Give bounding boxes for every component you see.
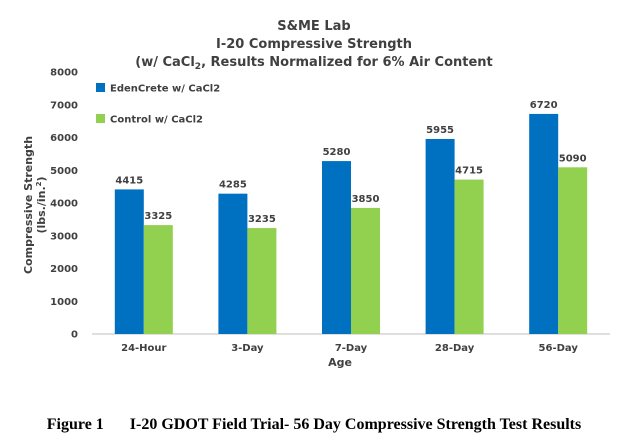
- y-axis-unit-superscript: 2: [35, 181, 43, 186]
- data-label: 4285: [219, 180, 247, 191]
- x-tick-label: 56-Day: [539, 343, 579, 354]
- x-axis-ticks: 24-Hour 3-Day 7-Day 28-Day 56-Day: [121, 343, 578, 354]
- y-axis-ticks: 0 1000 2000 3000 4000 5000 6000 7000 8000: [50, 68, 78, 341]
- y-axis-label: Compressive Strength (lbs./in.2): [22, 136, 48, 274]
- y-tick-label: 1000: [50, 297, 78, 308]
- bar-edencrete-3-day: [218, 193, 248, 334]
- x-tick-label: 3-Day: [231, 343, 264, 354]
- data-label: 5280: [323, 147, 351, 158]
- data-label: 3850: [352, 194, 380, 205]
- bar-control-24-hour: [143, 225, 173, 334]
- data-label: 4415: [115, 175, 143, 186]
- chart-container: S&ME Lab I-20 Compressive Strength (w/ C…: [22, 19, 610, 369]
- y-tick-label: 3000: [50, 231, 78, 242]
- x-tick-label: 7-Day: [335, 343, 368, 354]
- figure-number: Figure 1: [46, 416, 104, 433]
- bars-group: 4415 3325 4285 3235 5280 3850 5955 4715 6720 5090: [114, 100, 588, 334]
- x-axis-label: Age: [328, 356, 352, 369]
- legend: EdenCrete w/ CaCl2 Control w/ CaCl2: [96, 83, 220, 126]
- bar-edencrete-24-hour: [114, 189, 144, 334]
- legend-swatch: [96, 114, 105, 123]
- y-tick-label: 4000: [50, 199, 78, 210]
- figure-caption-text: I-20 GDOT Field Trial- 56 Day Compressiv…: [129, 416, 582, 433]
- chart-title-line-2: I-20 Compressive Strength: [216, 37, 412, 52]
- figure-caption: Figure 1 I-20 GDOT Field Trial- 56 Day Co…: [0, 416, 628, 434]
- legend-label: Control w/ CaCl2: [110, 115, 203, 126]
- y-tick-label: 5000: [50, 166, 78, 177]
- bar-control-56-day: [558, 167, 588, 334]
- chart-subtitle-subscript: 2: [195, 62, 201, 72]
- chart-title-line-1: S&ME Lab: [277, 19, 350, 34]
- x-tick-label: 28-Day: [435, 343, 475, 354]
- y-axis-label-line-1: Compressive Strength: [22, 136, 35, 274]
- data-label: 6720: [530, 100, 558, 111]
- y-axis-unit-prefix: (lbs./in.: [35, 186, 48, 233]
- bar-control-28-day: [454, 179, 484, 334]
- bar-chart: S&ME Lab I-20 Compressive Strength (w/ C…: [22, 19, 610, 369]
- chart-subtitle: (w/ CaCl2, Results Normalized for 6% Air…: [135, 55, 493, 72]
- legend-label: EdenCrete w/ CaCl2: [110, 84, 220, 95]
- data-label: 5955: [426, 125, 454, 136]
- y-axis-unit-suffix: ): [35, 176, 48, 181]
- data-label: 5090: [559, 153, 587, 164]
- x-tick-label: 24-Hour: [121, 343, 166, 354]
- data-label: 3325: [144, 211, 172, 222]
- data-label: 4715: [455, 166, 483, 177]
- bar-edencrete-56-day: [529, 113, 559, 334]
- y-tick-label: 2000: [50, 264, 78, 275]
- y-tick-label: 7000: [50, 100, 78, 111]
- y-tick-label: 6000: [50, 133, 78, 144]
- bar-control-7-day: [351, 207, 380, 334]
- chart-subtitle-prefix: (w/ CaCl: [135, 55, 195, 70]
- legend-swatch: [96, 83, 105, 92]
- bar-edencrete-28-day: [425, 138, 455, 334]
- y-axis-label-line-2: (lbs./in.2): [35, 176, 48, 233]
- chart-subtitle-suffix: , Results Normalized for 6% Air Content: [201, 55, 493, 70]
- bar-edencrete-7-day: [322, 161, 351, 334]
- y-tick-label: 0: [71, 330, 78, 341]
- bar-control-3-day: [247, 228, 277, 334]
- data-label: 3235: [248, 214, 276, 225]
- y-tick-label: 8000: [50, 68, 78, 79]
